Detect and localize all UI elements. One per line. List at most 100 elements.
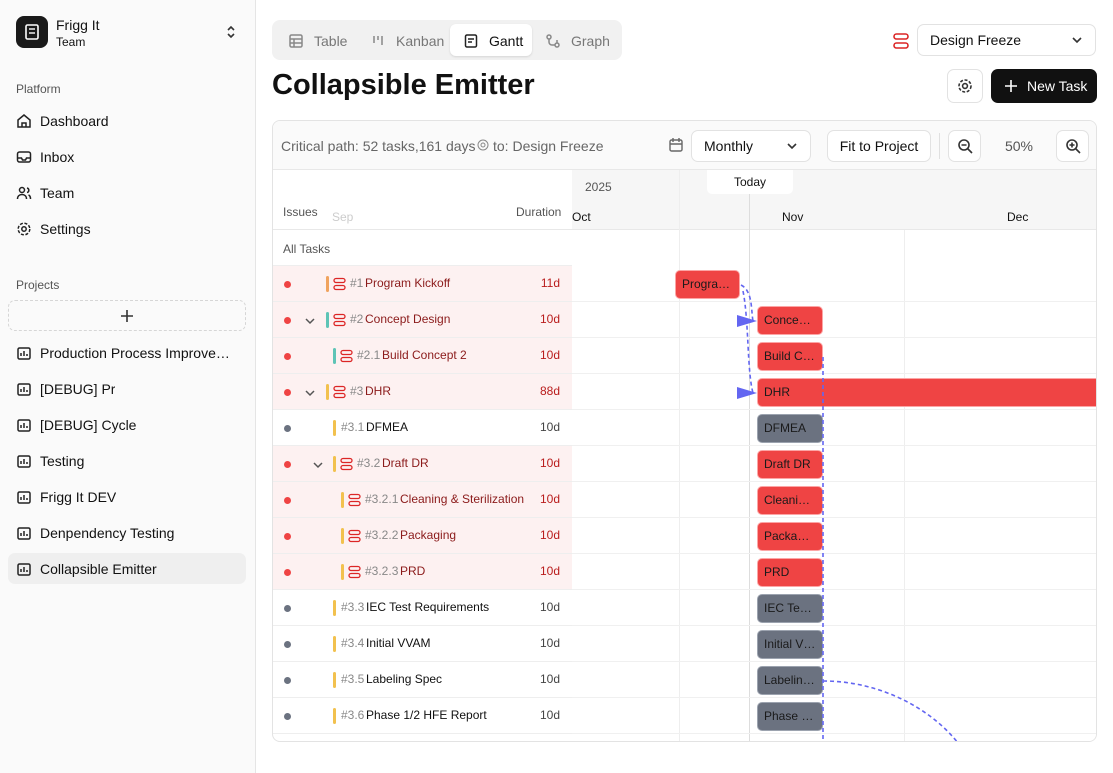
task-bar[interactable]: PRD	[757, 558, 823, 587]
task-bar[interactable]: Packaging	[757, 522, 823, 551]
tab-label: Gantt	[489, 33, 524, 49]
task-duration: 10d	[539, 672, 560, 686]
task-bar[interactable]: Labeling Spec	[757, 666, 823, 695]
project-icon	[17, 527, 31, 540]
task-bar[interactable]: Phase 1/2 HFE Report	[757, 702, 823, 731]
nav-item[interactable]: Dashboard	[16, 111, 246, 131]
timeline-row	[572, 517, 1096, 518]
grid-line	[904, 230, 905, 741]
group-marker	[333, 420, 336, 436]
nav-item[interactable]: Team	[16, 183, 246, 203]
task-id: #3.2	[357, 456, 381, 470]
task-row	[273, 662, 572, 698]
project-item[interactable]: [DEBUG] Pr	[16, 379, 238, 399]
project-item[interactable]: [DEBUG] Cycle	[16, 415, 238, 435]
project-item[interactable]: Denpendency Testing	[16, 523, 238, 543]
project-item[interactable]: Testing	[16, 451, 238, 471]
settings-button[interactable]	[947, 69, 983, 103]
new-task-label: New Task	[1027, 78, 1088, 94]
timeline-row	[572, 481, 1096, 482]
milestone-value: Design Freeze	[930, 32, 1022, 48]
group-marker	[326, 312, 329, 328]
task-bar[interactable]: Program Kickoff	[675, 270, 740, 299]
task-row	[273, 626, 572, 662]
project-icon	[17, 419, 31, 432]
project-name: Production Process Improvement	[40, 345, 238, 361]
section-label: Projects	[16, 278, 60, 292]
task-bar[interactable]: Cleaning & Sterilization	[757, 486, 823, 515]
status-dot	[284, 497, 291, 504]
status-dot	[284, 317, 291, 324]
critical-path: Critical path: 52 tasks,161 days	[281, 138, 476, 154]
month-label: Sep	[332, 210, 354, 224]
project-icon	[17, 347, 31, 360]
task-row	[273, 554, 572, 590]
zoom-in[interactable]	[1056, 130, 1089, 162]
status-dot	[284, 605, 291, 612]
project-icon	[17, 563, 31, 576]
add-project[interactable]	[8, 300, 246, 331]
milestone-select[interactable]: Design Freeze	[917, 24, 1096, 56]
task-id: #3.1	[341, 420, 365, 434]
nav-label: Inbox	[40, 149, 75, 165]
org-name: Frigg It	[56, 17, 100, 33]
group-marker	[341, 492, 344, 508]
all-tasks: All Tasks	[273, 230, 572, 266]
group-marker	[326, 384, 329, 400]
task-bar[interactable]: DHR	[757, 378, 1096, 407]
tab-label: Table	[314, 33, 348, 49]
fit-button[interactable]: Fit to Project	[827, 130, 931, 162]
view-tab[interactable]: Kanban	[370, 31, 444, 51]
tab-label: Graph	[571, 33, 610, 49]
critical-icon	[333, 385, 347, 399]
month-label: Dec	[1007, 210, 1029, 224]
month-label: Nov	[782, 210, 804, 224]
task-bar[interactable]: Initial VVAM	[757, 630, 823, 659]
task-id: #1	[350, 276, 364, 290]
view-tab[interactable]: Graph	[545, 31, 610, 51]
task-name: Build Concept 2	[382, 348, 467, 362]
task-id: #2.1	[357, 348, 381, 362]
timeline-row	[572, 409, 1096, 410]
task-duration: 10d	[539, 456, 560, 470]
task-bar[interactable]: Concept Design	[757, 306, 823, 335]
nav-label: Team	[40, 185, 75, 201]
project-item[interactable]: Production Process Improvement	[16, 343, 238, 363]
org-switch[interactable]	[223, 24, 239, 40]
scale-select[interactable]: Monthly	[691, 130, 811, 162]
group-marker	[333, 348, 336, 364]
task-name: PRD	[400, 564, 426, 578]
status-dot	[284, 677, 291, 684]
zoom-out[interactable]	[948, 130, 981, 162]
task-duration: 10d	[539, 312, 560, 326]
status-dot	[284, 353, 291, 360]
project-item[interactable]: Frigg It DEV	[16, 487, 238, 507]
task-bar[interactable]: Draft DR	[757, 450, 823, 479]
task-bar[interactable]: Build Concept 2	[757, 342, 823, 371]
task-bar[interactable]: IEC Test Requirements	[757, 594, 823, 623]
tab-icon	[546, 34, 560, 48]
status-dot	[284, 389, 291, 396]
critical-icon	[348, 493, 362, 507]
divider	[939, 133, 940, 159]
project-name: [DEBUG] Pr	[40, 381, 116, 397]
project-icon	[17, 455, 31, 468]
fit-label: Fit to Project	[839, 138, 919, 154]
task-duration: 11d	[540, 276, 560, 290]
new-task-button[interactable]: New Task	[991, 69, 1097, 103]
status-dot	[284, 461, 291, 468]
task-id: #3.3	[341, 600, 365, 614]
view-tabs	[272, 20, 622, 60]
nav-item[interactable]: Inbox	[16, 147, 246, 167]
task-id: #3.2.2	[365, 528, 399, 542]
group-marker	[341, 528, 344, 544]
timeline-row	[572, 373, 1096, 374]
critical-icon	[333, 313, 347, 327]
project-item[interactable]: Collapsible Emitter	[16, 559, 238, 579]
nav-item[interactable]: Settings	[16, 219, 246, 239]
project-name: Testing	[40, 453, 85, 469]
view-tab[interactable]: Gantt	[463, 31, 523, 51]
view-tab[interactable]: Table	[288, 31, 347, 51]
status-dot	[284, 281, 291, 288]
